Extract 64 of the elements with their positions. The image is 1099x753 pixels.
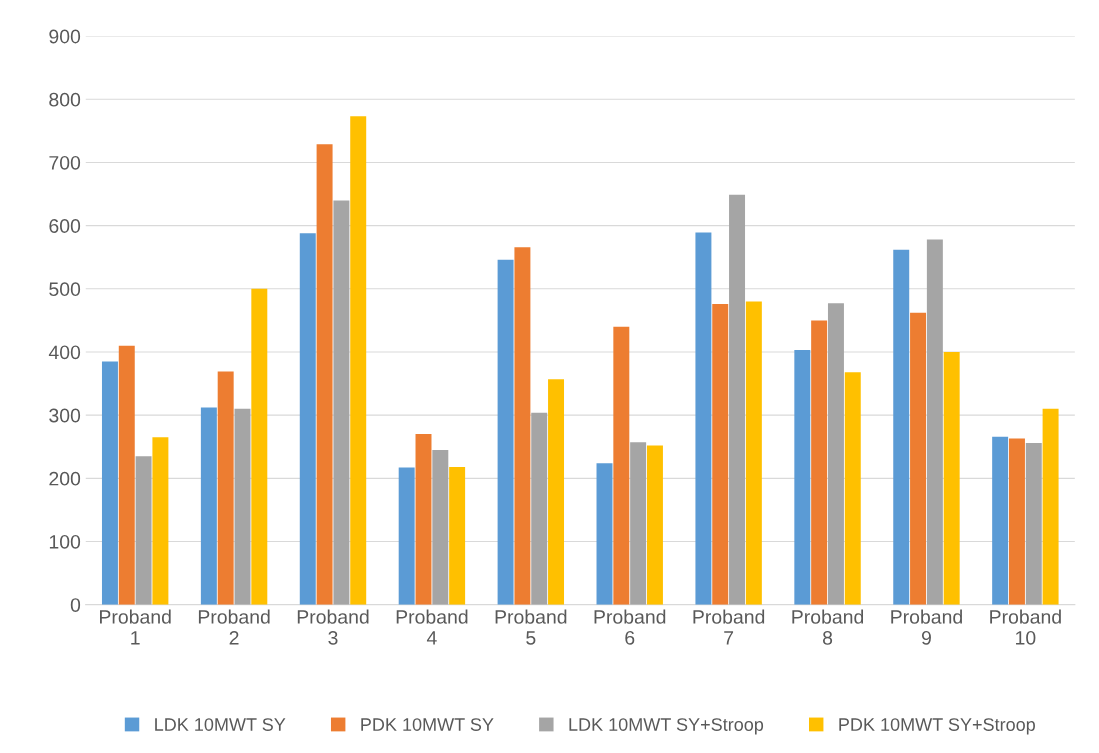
bar [234,408,251,605]
y-tick-label: 300 [49,408,81,423]
y-tick-label: 0 [70,598,81,612]
legend-label: PDK 10MWT SY+Stroop [839,718,1035,735]
bar [811,320,828,605]
bar [794,350,811,605]
bar [449,466,466,605]
bar [118,345,135,605]
x-tick-label: Proband 6 [594,609,666,645]
bar [844,372,861,605]
x-tick-label: Proband 5 [495,609,567,645]
bar [548,379,565,605]
bar [217,371,234,605]
x-tick-label: Proband 1 [100,609,171,645]
bar [432,449,449,605]
bar [497,259,514,605]
bar [695,232,712,605]
x-tick-label: Proband 9 [891,609,962,645]
y-tick-label: 200 [49,471,81,486]
bar [1008,438,1025,605]
bar [613,326,630,605]
x-tick-label: Proband 8 [792,609,864,645]
bar [712,303,729,605]
x-tick-label: Proband 4 [396,609,468,645]
y-tick-label: 100 [49,534,81,549]
bar [596,463,613,605]
bar [992,436,1009,605]
y-tick-label: 500 [49,282,81,297]
bar [152,437,169,605]
bar [827,303,844,605]
bar [251,288,268,605]
bar [299,233,316,605]
y-tick-label: 600 [49,219,81,233]
bar [316,144,333,605]
legend-label: LDK 10MWT SY+Stroop [569,718,764,735]
bar [646,445,663,605]
bar [398,467,415,605]
bar [514,247,531,605]
x-tick-label: Proband 7 [693,609,765,645]
x-tick-label: Proband 3 [297,609,369,645]
bar [630,442,647,605]
bar [415,434,432,605]
legend-label: PDK 10MWT SY [361,718,494,731]
legend-label: LDK 10MWT SY [155,718,286,731]
y-tick-label: 700 [49,155,81,170]
bar [1025,442,1042,605]
x-tick-label: Proband 2 [198,609,270,645]
bar [729,194,746,605]
bar [101,361,118,605]
bar [1042,408,1059,605]
bar [926,239,943,605]
y-tick-label: 800 [49,92,81,107]
bar [135,456,152,605]
x-tick-label: Proband 10 [990,609,1061,645]
y-tick-label: 900 [49,29,81,44]
bar [893,249,910,605]
bar [350,116,367,605]
bar [531,412,548,605]
bar [333,200,350,605]
bar [943,351,960,605]
bar [910,312,927,605]
bar [745,301,762,605]
bar [200,407,217,605]
y-tick-label: 400 [48,345,81,360]
